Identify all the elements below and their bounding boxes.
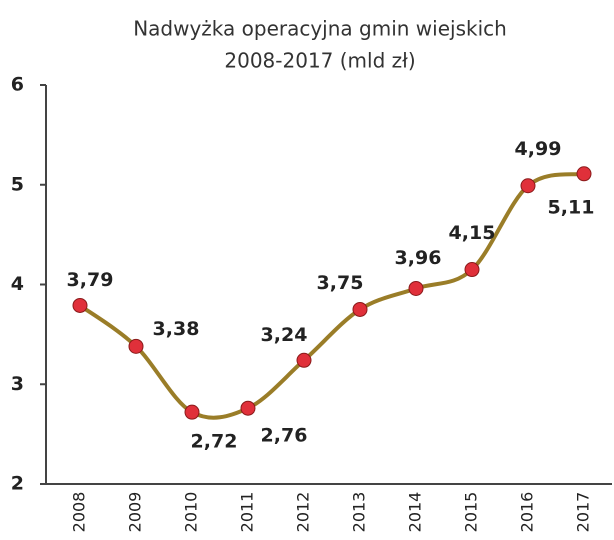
- y-tick-label: 5: [11, 173, 24, 195]
- x-tick-label: 2008: [70, 492, 89, 533]
- data-label: 3,79: [67, 269, 114, 291]
- chart-subtitle: 2008-2017 (mld zł): [224, 49, 415, 73]
- data-label: 3,38: [153, 318, 200, 340]
- data-label: 4,99: [515, 138, 562, 160]
- y-tick-label: 6: [11, 74, 24, 96]
- marker: [240, 400, 256, 416]
- marker: [128, 338, 144, 354]
- marker: [408, 280, 424, 296]
- data-label: 3,96: [395, 247, 442, 269]
- marker: [296, 352, 312, 368]
- y-tick-label: 3: [11, 373, 24, 395]
- x-tick-label: 2016: [518, 492, 537, 533]
- line: [78, 171, 585, 420]
- x-tick-label: 2011: [238, 492, 257, 533]
- data-label: 4,15: [449, 222, 496, 244]
- data-label: 5,11: [548, 196, 595, 218]
- x-tick-label: 2017: [574, 492, 593, 533]
- marker: [184, 404, 200, 420]
- marker: [520, 178, 536, 194]
- data-label: 2,76: [261, 425, 308, 447]
- x-tick-label: 2012: [294, 492, 313, 533]
- data-label: 3,75: [317, 272, 364, 294]
- data-label: 2,72: [191, 431, 238, 453]
- x-tick-label: 2009: [126, 492, 145, 533]
- marker: [576, 166, 592, 182]
- marker: [352, 301, 368, 317]
- marker: [72, 297, 88, 313]
- x-tick-label: 2015: [462, 492, 481, 533]
- data-label: 3,24: [261, 324, 308, 346]
- y-tick-label: 4: [11, 273, 24, 295]
- y-tick-label: 2: [11, 473, 24, 495]
- x-tick-label: 2010: [182, 492, 201, 533]
- x-tick-label: 2013: [350, 492, 369, 533]
- marker: [464, 262, 480, 278]
- chart-title: Nadwyżka operacyjna gmin wiejskich: [133, 17, 507, 41]
- x-tick-label: 2014: [406, 492, 425, 533]
